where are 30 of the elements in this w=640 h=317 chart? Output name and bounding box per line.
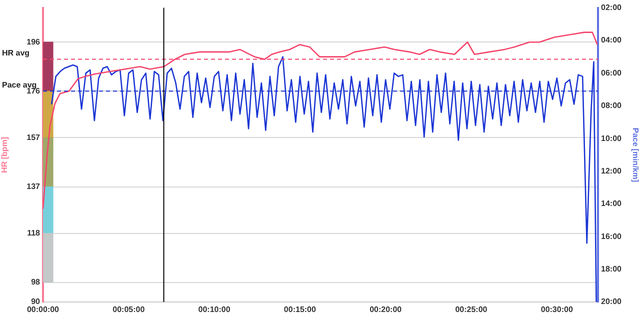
y-tick-label: 98 bbox=[31, 278, 41, 287]
y2-tick-label: 20:00 bbox=[601, 297, 622, 306]
y2-tick-label: 06:00 bbox=[601, 68, 622, 78]
y2-tick-label: 16:00 bbox=[601, 232, 622, 241]
y2-tick-label: 18:00 bbox=[601, 264, 622, 274]
x-tick-label: 00:30:00 bbox=[540, 305, 574, 314]
y2-tick-label: 04:00 bbox=[601, 36, 622, 45]
x-tick-label: 00:10:00 bbox=[198, 305, 231, 314]
y-tick-label: 196 bbox=[26, 37, 41, 46]
y2-tick-label: 12:00 bbox=[601, 166, 622, 176]
y-tick-label: 118 bbox=[27, 228, 41, 238]
y-axis-title: HR [bpm] bbox=[0, 136, 10, 173]
y-tick-label: 137 bbox=[26, 182, 41, 191]
x-tick-label: 00:20:00 bbox=[370, 305, 402, 314]
x-tick-label: 00:05:00 bbox=[112, 305, 146, 314]
x-tick-label: 00:15:00 bbox=[284, 305, 317, 314]
ref-line-label: HR avg bbox=[2, 48, 30, 58]
y2-tick-label: 08:00 bbox=[601, 101, 622, 110]
ref-line-label: Pace avg bbox=[2, 80, 37, 90]
bar bbox=[43, 186, 54, 234]
bar bbox=[43, 233, 54, 283]
y2-axis-title: Pace [min/km] bbox=[630, 128, 640, 182]
x-tick-label: 00:25:00 bbox=[455, 305, 488, 314]
y2-tick-label: 10:00 bbox=[601, 134, 622, 143]
y2-tick-label: 02:00 bbox=[601, 3, 622, 12]
y-tick-label: 90 bbox=[31, 297, 41, 306]
x-tick-label: 00:00:00 bbox=[26, 305, 60, 314]
y-tick-label: 157 bbox=[26, 132, 41, 142]
y2-tick-label: 14:00 bbox=[601, 199, 622, 208]
bar bbox=[43, 42, 54, 92]
